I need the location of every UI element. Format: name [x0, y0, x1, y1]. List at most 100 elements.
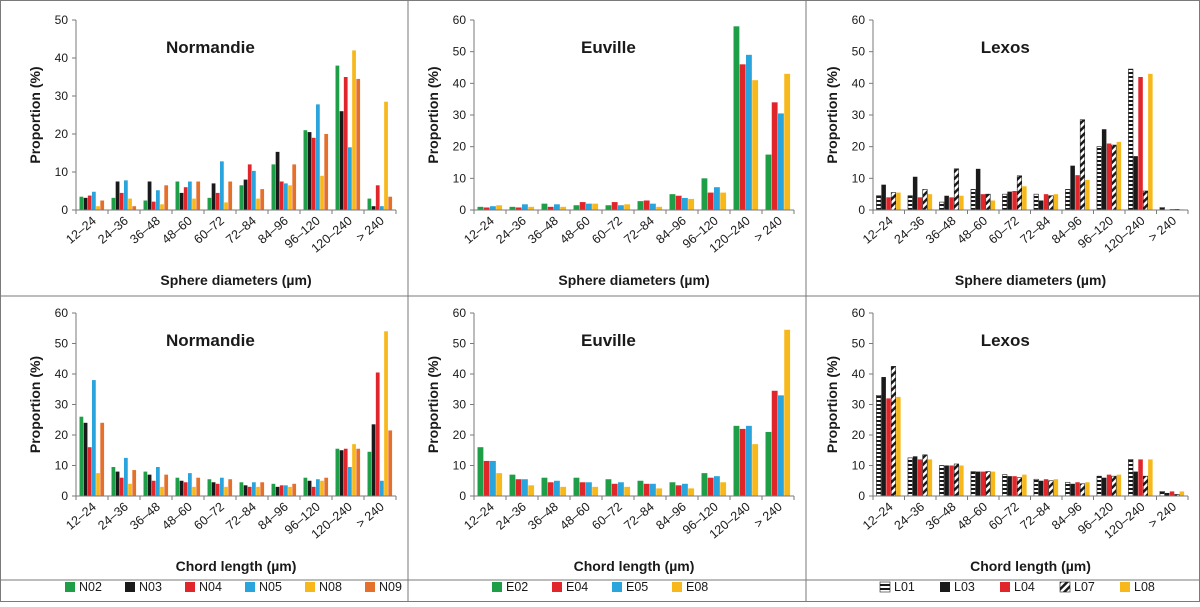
- legend-swatch-E04: [552, 582, 562, 592]
- bar-N08-2: [128, 483, 132, 496]
- bar-L03-9: [1133, 156, 1138, 210]
- legend-label-N08: N08: [319, 580, 342, 594]
- bar-N02-8: [303, 130, 308, 210]
- bar-E04-7: [675, 195, 682, 210]
- legend-swatch-N05: [245, 582, 255, 592]
- y-tick-label: 30: [852, 108, 866, 122]
- bar-L03-4: [975, 471, 981, 496]
- bar-L03-6: [1038, 200, 1044, 210]
- bar-E08-10: [784, 329, 791, 496]
- x-tick-label: 12–24: [860, 214, 896, 247]
- bar-N05-9: [348, 467, 352, 496]
- bar-E05-9: [746, 425, 752, 496]
- y-tick-label: 20: [55, 127, 69, 141]
- bar-L07-1: [890, 192, 897, 211]
- bar-L01-3: [939, 465, 945, 497]
- x-tick-label: 24–36: [493, 500, 529, 533]
- legend-swatch-N09: [365, 582, 375, 592]
- x-tick-label: 36–48: [525, 500, 561, 533]
- bar-E02-5: [605, 479, 612, 496]
- chart-panel-1: 0 10 20 30 40 50 12–2424–3636–4848–6060–7272–8…: [27, 13, 397, 288]
- bar-L01-4: [970, 189, 976, 211]
- bar-E02-1: [477, 206, 484, 210]
- bar-N02-7: [271, 483, 276, 496]
- bar-E08-4: [592, 203, 599, 210]
- bar-L01-5: [1002, 474, 1008, 497]
- bar-L04-8: [1106, 474, 1112, 496]
- legend-swatch-E08: [672, 582, 682, 592]
- y-tick-label: 40: [55, 367, 69, 381]
- chart-panel-2: 0 10 20 30 40 50 60 12–2424–3636–4848–6060–7272…: [425, 13, 795, 288]
- bar-E08-1: [496, 473, 503, 497]
- y-tick-label: 40: [453, 76, 467, 90]
- bar-E02-4: [573, 477, 580, 496]
- bar-N05-2: [124, 180, 128, 210]
- bar-N05-7: [284, 183, 288, 210]
- bar-N03-4: [179, 480, 184, 496]
- bar-N02-4: [175, 477, 180, 496]
- bar-L01-1: [876, 395, 882, 497]
- bar-N02-2: [111, 197, 116, 210]
- bar-L07-9: [1142, 190, 1149, 211]
- bar-N03-10: [371, 206, 376, 210]
- bar-L04-2: [917, 459, 923, 496]
- bar-L07-2: [922, 454, 928, 497]
- bar-L03-5: [1007, 476, 1012, 496]
- bar-E04-4: [579, 202, 586, 210]
- bar-N08-4: [192, 486, 196, 496]
- bar-N03-2: [115, 471, 120, 496]
- x-tick-label: 36–48: [923, 214, 959, 247]
- chart-panel-6: 0 10 20 30 40 50 60 12–2424–3636–4848–6060–7272…: [824, 306, 1189, 574]
- x-tick-label: > 240: [1146, 214, 1179, 245]
- bar-L07-5: [1016, 175, 1023, 211]
- bar-L03-2: [912, 176, 918, 210]
- x-tick-label: > 240: [354, 500, 387, 531]
- legend-label-L08: L08: [1134, 580, 1155, 594]
- bar-N08-7: [288, 185, 292, 210]
- bar-E08-9: [752, 80, 759, 210]
- legend-label-E05: E05: [626, 580, 648, 594]
- bar-E02-8: [701, 178, 708, 210]
- bar-L07-9: [1142, 475, 1149, 497]
- bar-N03-4: [179, 192, 184, 210]
- y-tick-label: 20: [453, 140, 467, 154]
- bar-N09-4: [196, 477, 201, 496]
- y-tick-label: 30: [453, 108, 467, 122]
- bar-L04-6: [1043, 479, 1049, 496]
- y-axis-title: Proportion (%): [425, 66, 441, 163]
- chart-title: Lexos: [981, 331, 1030, 350]
- y-tick-label: 10: [852, 171, 866, 185]
- bar-E04-8: [707, 477, 714, 496]
- bar-E04-8: [707, 192, 714, 210]
- bar-L03-8: [1101, 129, 1107, 210]
- bar-N02-5: [207, 197, 212, 210]
- x-tick-label: > 240: [752, 500, 785, 531]
- bar-L08-7: [1085, 179, 1090, 210]
- bar-E05-5: [618, 482, 624, 496]
- bar-N03-3: [147, 474, 152, 496]
- legend-label-E08: E08: [686, 580, 708, 594]
- x-tick-label: 72–84: [223, 500, 259, 533]
- y-tick-label: 20: [55, 428, 69, 442]
- bar-L04-3: [949, 465, 954, 496]
- bar-E05-7: [682, 197, 688, 210]
- bar-E02-10: [765, 431, 772, 496]
- bar-L08-2: [927, 459, 933, 496]
- y-tick-label: 0: [858, 203, 865, 217]
- chart-title: Lexos: [981, 38, 1030, 57]
- bar-N04-7: [279, 181, 284, 210]
- x-tick-label: 72–84: [1018, 500, 1054, 533]
- bar-N04-1: [87, 447, 92, 496]
- bar-N09-8: [324, 477, 329, 496]
- bar-L04-5: [1012, 191, 1017, 210]
- bar-L04-2: [917, 197, 923, 210]
- bar-N03-5: [211, 482, 216, 496]
- bar-N08-10: [384, 331, 388, 496]
- bar-N08-3: [160, 204, 164, 210]
- bar-L07-1: [890, 366, 897, 497]
- bar-N09-8: [324, 134, 329, 210]
- y-tick-label: 10: [55, 165, 69, 179]
- y-tick-label: 20: [453, 428, 467, 442]
- bar-N08-3: [160, 486, 164, 496]
- y-tick-label: 60: [453, 306, 467, 320]
